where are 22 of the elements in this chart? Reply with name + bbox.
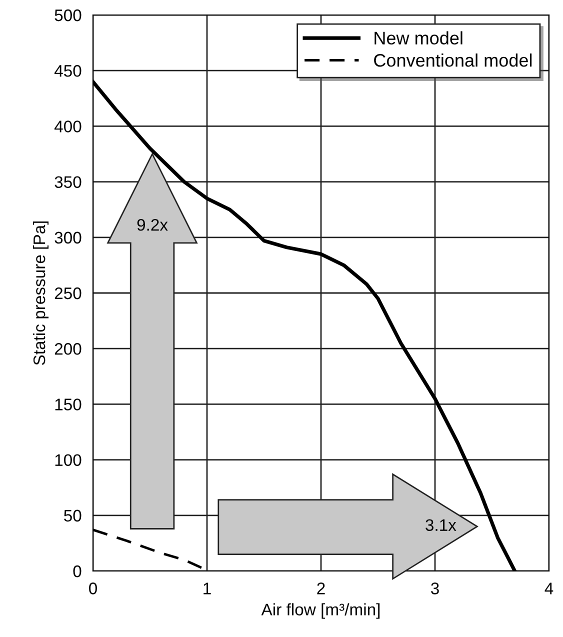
y-tick-label: 0 (73, 565, 82, 578)
x-tick-label: 2 (317, 582, 325, 594)
y-tick-label: 150 (55, 398, 82, 410)
y-tick-label: 200 (54, 343, 82, 355)
y-tick-label: 500 (54, 9, 82, 22)
annotation: 3.1x (426, 519, 456, 531)
y-tick-label: 100 (55, 454, 82, 466)
y-tick-label: 250 (54, 287, 82, 300)
x-tick-label: 3 (431, 582, 439, 594)
legend-label: Conventional model (374, 54, 532, 67)
x-tick-label: 1 (204, 582, 211, 594)
x-tick-label: 0 (89, 582, 97, 594)
y-tick-label: 400 (54, 120, 82, 132)
y-tick-label: 450 (54, 65, 82, 77)
y-tick-label: 350 (54, 176, 82, 188)
annotation: 9.2x (137, 218, 168, 231)
x-tick-label: 4 (544, 582, 554, 594)
y-tick-label: 50 (64, 510, 82, 522)
x-axis-title: Air flow [m³/min] (261, 603, 380, 619)
y-axis-title: Static pressure [Pa] (32, 221, 49, 365)
legend-label: New model (374, 31, 462, 45)
y-tick-label: 300 (54, 232, 82, 244)
